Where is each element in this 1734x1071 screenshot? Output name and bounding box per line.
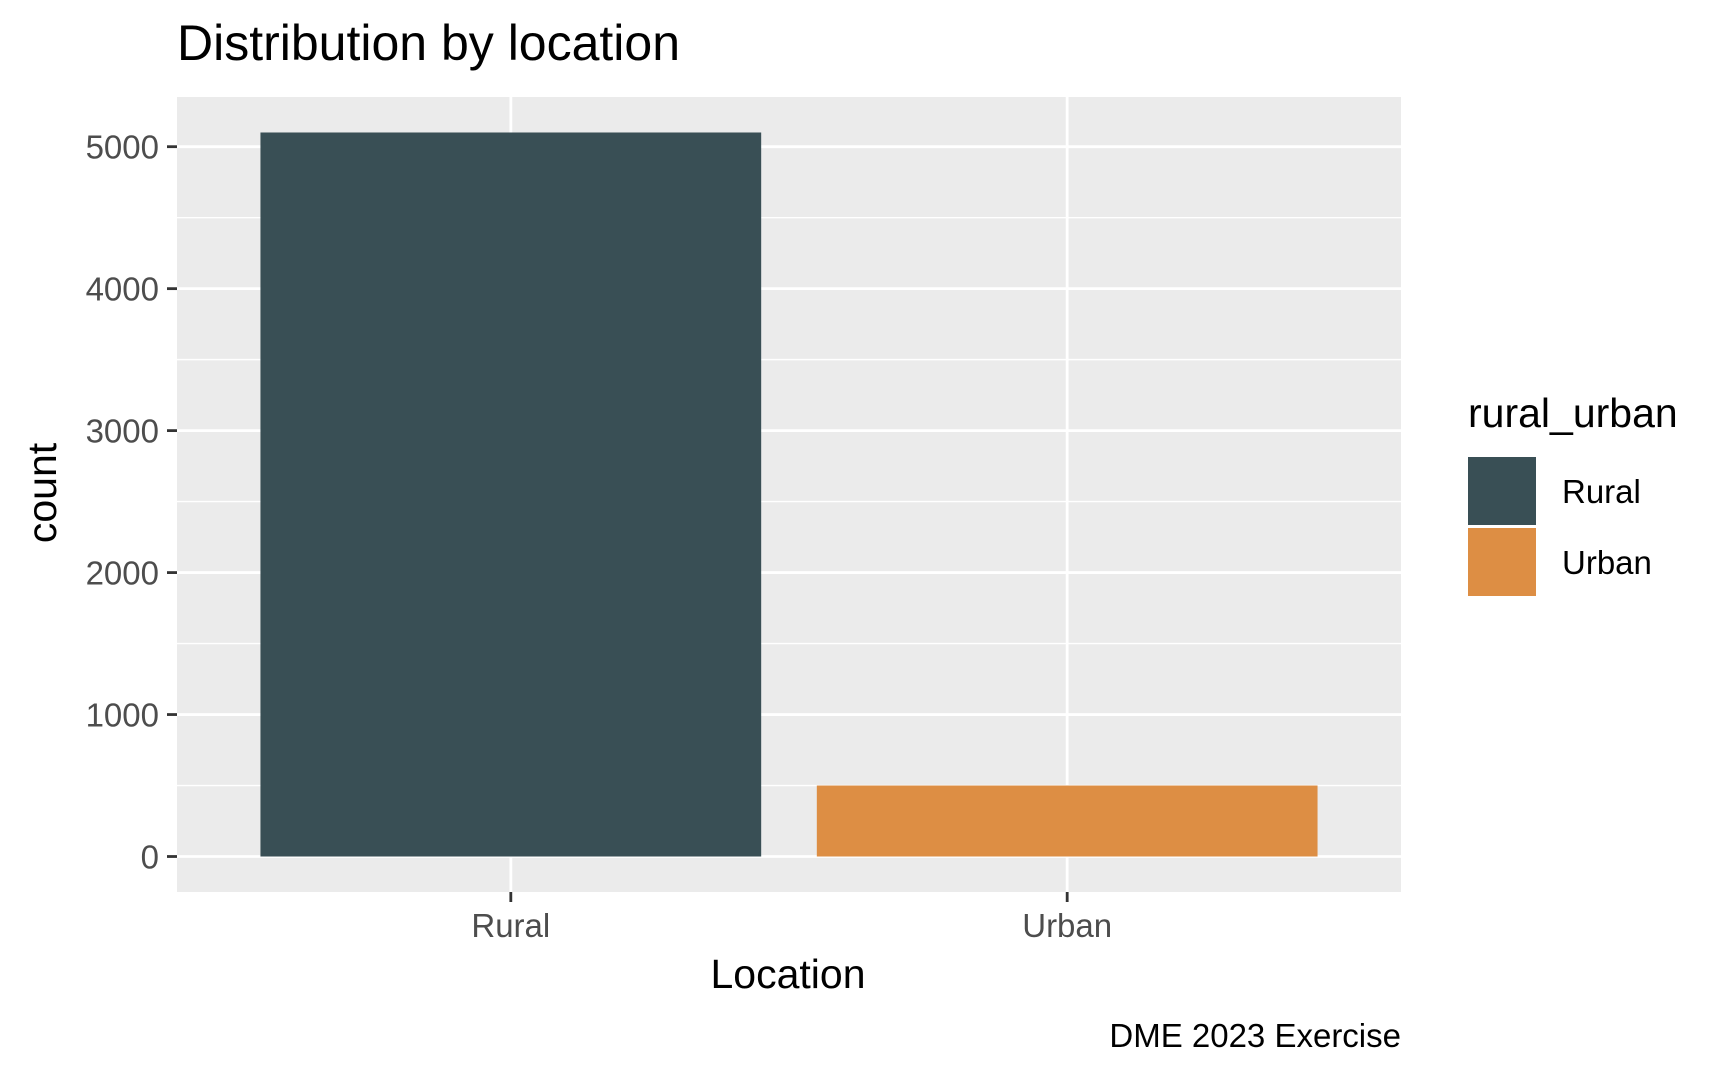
y-axis: 0 1000 2000 3000 4000 5000 xyxy=(86,129,177,876)
y-tick-label: 5000 xyxy=(86,129,159,166)
y-tick-label: 1000 xyxy=(86,697,159,734)
bar-rural xyxy=(260,132,762,857)
chart-caption: DME 2023 Exercise xyxy=(1109,1017,1401,1054)
y-tick-label: 3000 xyxy=(86,413,159,450)
bars xyxy=(260,132,1318,857)
legend-label-rural: Rural xyxy=(1562,473,1641,510)
chart-title: Distribution by location xyxy=(177,15,680,71)
legend: rural_urban Rural Urban xyxy=(1468,390,1678,596)
legend-key-urban xyxy=(1468,528,1536,596)
bar-urban xyxy=(816,785,1318,857)
y-axis-title: count xyxy=(19,442,65,543)
legend-title: rural_urban xyxy=(1468,390,1678,436)
x-tick-label: Rural xyxy=(471,907,550,944)
legend-key-rural xyxy=(1468,457,1536,525)
legend-label-urban: Urban xyxy=(1562,544,1652,581)
x-axis: Rural Urban xyxy=(471,892,1112,944)
y-tick-label: 0 xyxy=(141,839,159,876)
x-axis-title: Location xyxy=(710,951,865,997)
x-tick-label: Urban xyxy=(1022,907,1112,944)
y-tick-label: 2000 xyxy=(86,555,159,592)
y-tick-label: 4000 xyxy=(86,271,159,308)
